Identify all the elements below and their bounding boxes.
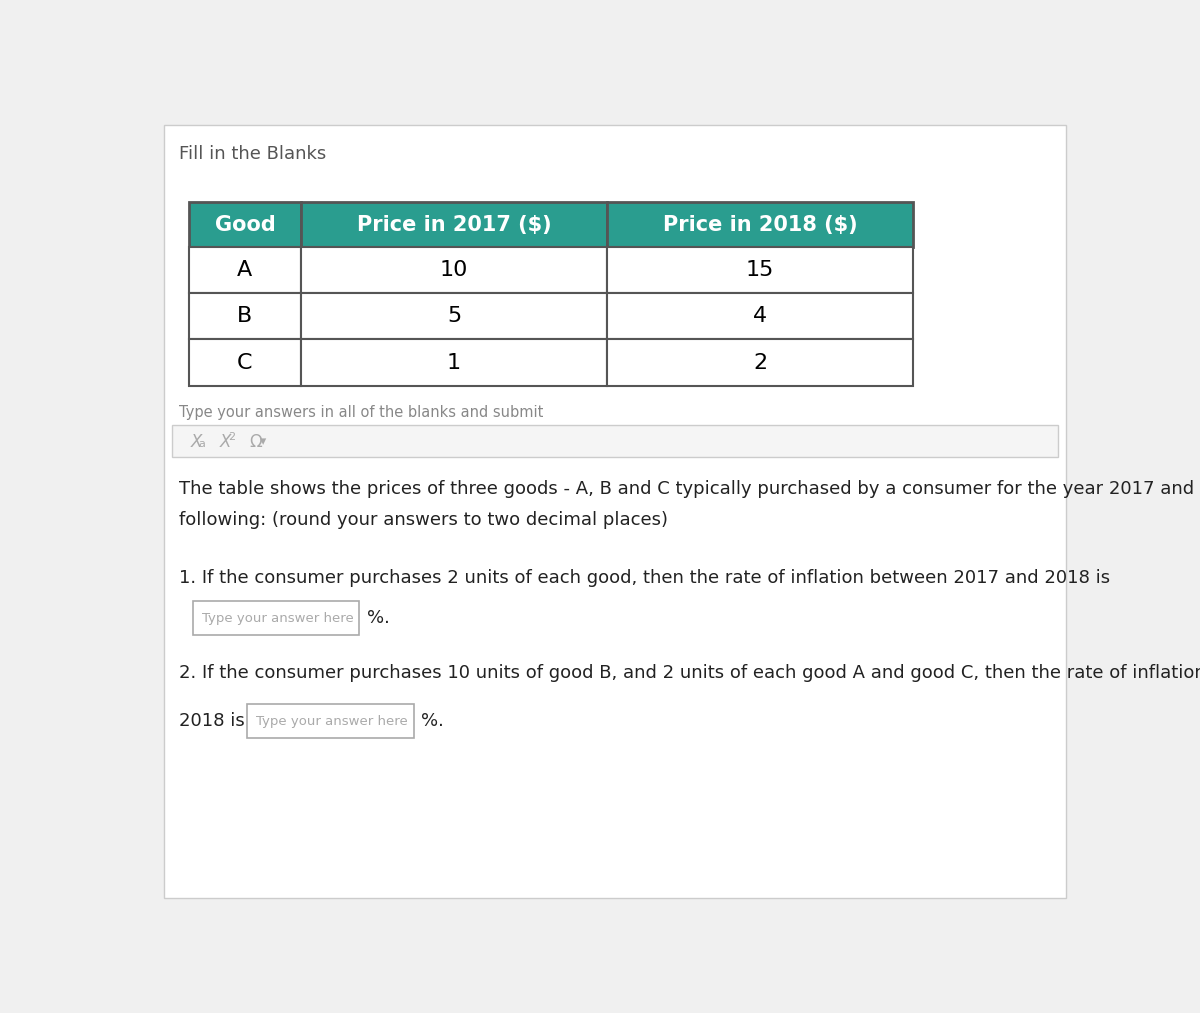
Bar bbox=[607, 339, 913, 386]
Text: 1. If the consumer purchases 2 units of each good, then the rate of inflation be: 1. If the consumer purchases 2 units of … bbox=[180, 569, 1110, 587]
Text: 2018 is: 2018 is bbox=[180, 712, 245, 730]
Bar bbox=[188, 339, 301, 386]
Text: A: A bbox=[238, 260, 252, 281]
Text: 4: 4 bbox=[754, 306, 767, 326]
Text: Price in 2018 ($): Price in 2018 ($) bbox=[662, 215, 858, 235]
Bar bbox=[301, 294, 607, 339]
Text: 2. If the consumer purchases 10 units of good B, and 2 units of each good A and : 2. If the consumer purchases 10 units of… bbox=[180, 665, 1200, 683]
Text: Ω: Ω bbox=[250, 433, 262, 451]
Text: 5: 5 bbox=[446, 306, 461, 326]
Text: X: X bbox=[191, 433, 202, 451]
Bar bbox=[188, 247, 301, 294]
Text: Fill in the Blanks: Fill in the Blanks bbox=[180, 145, 326, 163]
Text: %.: %. bbox=[421, 712, 444, 730]
Text: 1: 1 bbox=[446, 353, 461, 373]
Text: Type your answer here: Type your answer here bbox=[256, 715, 408, 728]
Text: 2: 2 bbox=[754, 353, 767, 373]
Text: 2: 2 bbox=[228, 433, 235, 443]
Text: Type your answers in all of the blanks and submit: Type your answers in all of the blanks a… bbox=[180, 405, 544, 420]
FancyBboxPatch shape bbox=[164, 126, 1066, 898]
Bar bbox=[188, 203, 301, 247]
Text: %.: %. bbox=[367, 609, 390, 627]
Text: a: a bbox=[199, 440, 205, 449]
Text: Price in 2017 ($): Price in 2017 ($) bbox=[356, 215, 551, 235]
Text: C: C bbox=[238, 353, 253, 373]
Bar bbox=[188, 294, 301, 339]
Bar bbox=[193, 602, 359, 635]
Bar bbox=[172, 424, 1058, 457]
Bar bbox=[247, 704, 414, 738]
Bar bbox=[301, 339, 607, 386]
Bar bbox=[607, 294, 913, 339]
Bar bbox=[607, 247, 913, 294]
Text: Type your answer here: Type your answer here bbox=[202, 612, 354, 625]
Text: following: (round your answers to two decimal places): following: (round your answers to two de… bbox=[180, 512, 668, 529]
Bar bbox=[301, 247, 607, 294]
Bar bbox=[301, 203, 607, 247]
Text: 15: 15 bbox=[746, 260, 774, 281]
Text: The table shows the prices of three goods - A, B and C typically purchased by a : The table shows the prices of three good… bbox=[180, 480, 1200, 498]
Text: B: B bbox=[238, 306, 252, 326]
Text: ▾: ▾ bbox=[260, 436, 266, 449]
Text: Good: Good bbox=[215, 215, 275, 235]
Bar bbox=[607, 203, 913, 247]
Text: 10: 10 bbox=[439, 260, 468, 281]
Text: X: X bbox=[220, 433, 232, 451]
